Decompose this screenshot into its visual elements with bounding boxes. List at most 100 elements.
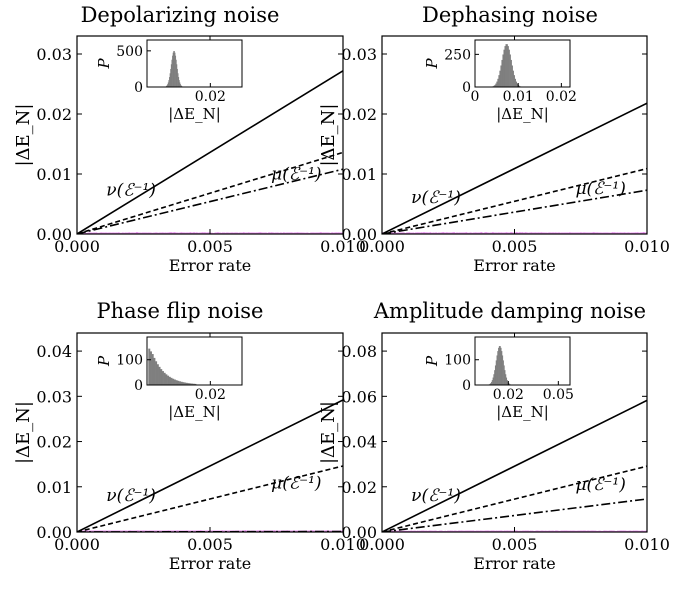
scatter-point xyxy=(336,232,338,234)
scatter-point xyxy=(283,232,285,234)
inset-bar xyxy=(508,49,510,87)
scatter-point xyxy=(221,232,224,234)
scatter-point xyxy=(623,232,626,234)
scatter-point xyxy=(329,232,331,234)
inset-bar xyxy=(166,85,168,87)
scatter-point xyxy=(515,232,518,234)
scatter-point xyxy=(554,232,557,234)
scatter-point xyxy=(111,232,114,234)
inset-y-tick-label: 500 xyxy=(116,44,143,60)
scatter-point xyxy=(255,232,258,234)
plot-area xyxy=(382,102,647,234)
scatter-point xyxy=(270,232,273,234)
scatter-point xyxy=(639,232,642,234)
scatter-point xyxy=(400,232,402,234)
inset-bar xyxy=(169,77,170,87)
scatter-point xyxy=(312,232,314,234)
inset-bar xyxy=(173,51,175,87)
inset-x-tick-label: 0 xyxy=(471,89,480,105)
inset-bars xyxy=(492,44,522,87)
inset-bar xyxy=(515,81,518,87)
scatter-point xyxy=(290,232,292,234)
scatter-point xyxy=(505,232,507,234)
inset-frame xyxy=(474,39,571,88)
inset-bar xyxy=(175,59,177,87)
scatter-point xyxy=(289,232,291,234)
scatter-point xyxy=(465,232,467,234)
scatter-point xyxy=(155,232,157,234)
inset-y-tick-label: 0 xyxy=(462,80,471,96)
inset-bar xyxy=(179,82,181,87)
panel-2: 0.000 0.005 0.0100.000.010.020.03Dephasing… xyxy=(318,3,670,275)
x-axis-label: Error rate xyxy=(473,256,555,275)
inset-bar xyxy=(167,84,169,87)
inset-bar xyxy=(494,84,496,87)
y-axis-label: |ΔE_N| xyxy=(318,103,339,166)
scatter-point xyxy=(204,232,207,234)
inset-bar xyxy=(173,51,175,87)
scatter-point xyxy=(185,232,187,234)
inset-bar xyxy=(169,73,171,87)
inset-bar xyxy=(495,83,497,87)
x-tick-label: 0.010 xyxy=(624,237,670,256)
inset-x-label: |ΔE_N| xyxy=(168,105,221,123)
inset-bar xyxy=(513,75,515,87)
ref-line xyxy=(382,189,647,234)
line-annotation: μ(ℰ⁻¹) xyxy=(575,179,625,199)
scatter-point xyxy=(141,232,144,234)
inset-bar xyxy=(503,49,505,87)
scatter-point xyxy=(113,232,116,234)
mu-line xyxy=(382,167,647,234)
inset-x-tick-label: 0.02 xyxy=(195,89,226,105)
scatter-point xyxy=(494,232,497,234)
y-tick-label: 0.01 xyxy=(36,165,72,184)
scatter-point xyxy=(250,232,253,234)
scatter-point xyxy=(621,232,623,234)
x-tick-label: 0.005 xyxy=(187,237,233,256)
line-annotation: ν(ℰ⁻¹) xyxy=(411,188,461,208)
inset-bars xyxy=(165,51,183,87)
scatter-point xyxy=(420,232,423,234)
line-annotation: ν(ℰ⁻¹) xyxy=(106,181,156,201)
inset-bar xyxy=(510,59,512,87)
scatter-point xyxy=(294,232,297,234)
scatter-point xyxy=(574,232,577,234)
ref-line xyxy=(77,168,343,234)
scatter-point xyxy=(576,232,578,234)
inset-bar xyxy=(502,54,504,87)
scatter-point xyxy=(281,232,283,234)
inset-bar xyxy=(175,55,177,87)
inset-bar xyxy=(505,44,507,87)
inset-bar xyxy=(514,78,516,87)
inset-bar xyxy=(507,46,509,87)
inset-bar xyxy=(496,81,498,87)
x-tick-label: 0.010 xyxy=(320,237,366,256)
inset-bar xyxy=(172,55,173,87)
scatter-point xyxy=(435,232,437,234)
inset-bar xyxy=(170,68,172,87)
scatter-point xyxy=(237,232,239,234)
scatter-point xyxy=(517,232,519,234)
y-tick-label: 0.02 xyxy=(341,105,377,124)
scatter-point xyxy=(248,232,250,234)
inset-bar xyxy=(518,85,521,87)
scatter-point xyxy=(473,232,476,234)
inset-bar xyxy=(500,65,502,87)
scatter-point xyxy=(484,232,486,234)
scatter-point xyxy=(461,232,464,234)
scatter-point xyxy=(399,232,402,234)
scatter-point xyxy=(99,232,102,234)
scatter-point xyxy=(622,232,624,234)
inset-y-label: P xyxy=(423,58,441,70)
scatter-point xyxy=(242,232,245,234)
scatter-point xyxy=(590,232,592,234)
scatter-point xyxy=(164,232,167,234)
inset-bar xyxy=(501,59,503,87)
inset-bar xyxy=(174,52,176,87)
inset-bar xyxy=(180,84,181,87)
inset-bar xyxy=(176,64,178,87)
scatter-point xyxy=(288,232,290,234)
